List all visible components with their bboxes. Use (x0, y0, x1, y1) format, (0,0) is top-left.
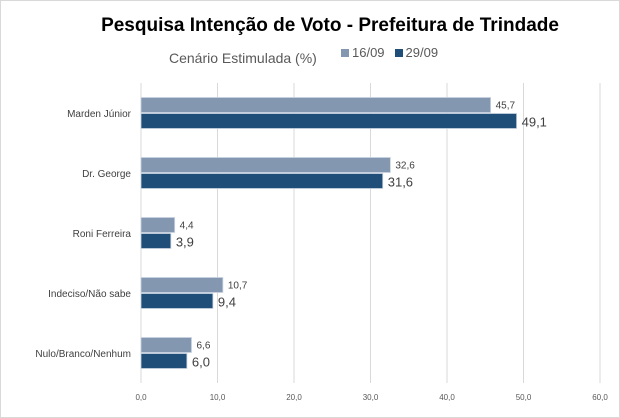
bar-29-09 (140, 353, 188, 369)
data-label: 6,0 (192, 355, 210, 370)
category-label: Dr. George (82, 169, 131, 180)
legend-swatch (341, 48, 349, 57)
x-tick-label: 50,0 (516, 393, 532, 402)
bar-16-09 (140, 97, 492, 113)
legend-swatch (394, 48, 403, 57)
bar-16-09 (140, 217, 176, 233)
chart-title: Pesquisa Intenção de Voto - Prefeitura d… (101, 15, 559, 36)
data-label: 31,6 (388, 175, 413, 190)
x-tick-label: 40,0 (439, 393, 455, 402)
bar-16-09 (140, 157, 391, 173)
data-label: 32,6 (395, 161, 415, 172)
legend: 16/09 29/09 (341, 45, 438, 60)
data-label: 49,1 (522, 115, 547, 130)
x-tick-label: 30,0 (363, 393, 379, 402)
bar-29-09 (140, 233, 172, 249)
data-label: 3,9 (176, 235, 194, 250)
bar-16-09 (140, 277, 224, 293)
category-label: Nulo/Branco/Nenhum (35, 349, 131, 360)
legend-label: 29/09 (405, 45, 439, 60)
data-label: 45,7 (496, 101, 516, 112)
bar-16-09 (140, 337, 192, 353)
category-label: Roni Ferreira (73, 229, 132, 240)
data-label: 4,4 (180, 221, 194, 232)
legend-item-16-09: 16/09 (341, 45, 385, 60)
x-tick-label: 10,0 (210, 393, 226, 402)
legend-label: 16/09 (352, 45, 385, 60)
x-tick-label: 60,0 (592, 393, 608, 402)
x-tick-label: 20,0 (286, 393, 302, 402)
data-label: 10,7 (228, 281, 248, 292)
category-label: Indeciso/Não sabe (48, 289, 131, 300)
bar-29-09 (140, 173, 384, 189)
data-label: 9,4 (218, 295, 236, 310)
x-tick-label: 0,0 (135, 393, 147, 402)
bar-29-09 (140, 293, 214, 309)
legend-item-29-09: 29/09 (394, 45, 439, 60)
data-label: 6,6 (196, 341, 210, 352)
category-label: Marden Júnior (67, 109, 132, 120)
bar-29-09 (140, 113, 518, 129)
chart-subtitle: Cenário Estimulada (%) (169, 50, 317, 66)
